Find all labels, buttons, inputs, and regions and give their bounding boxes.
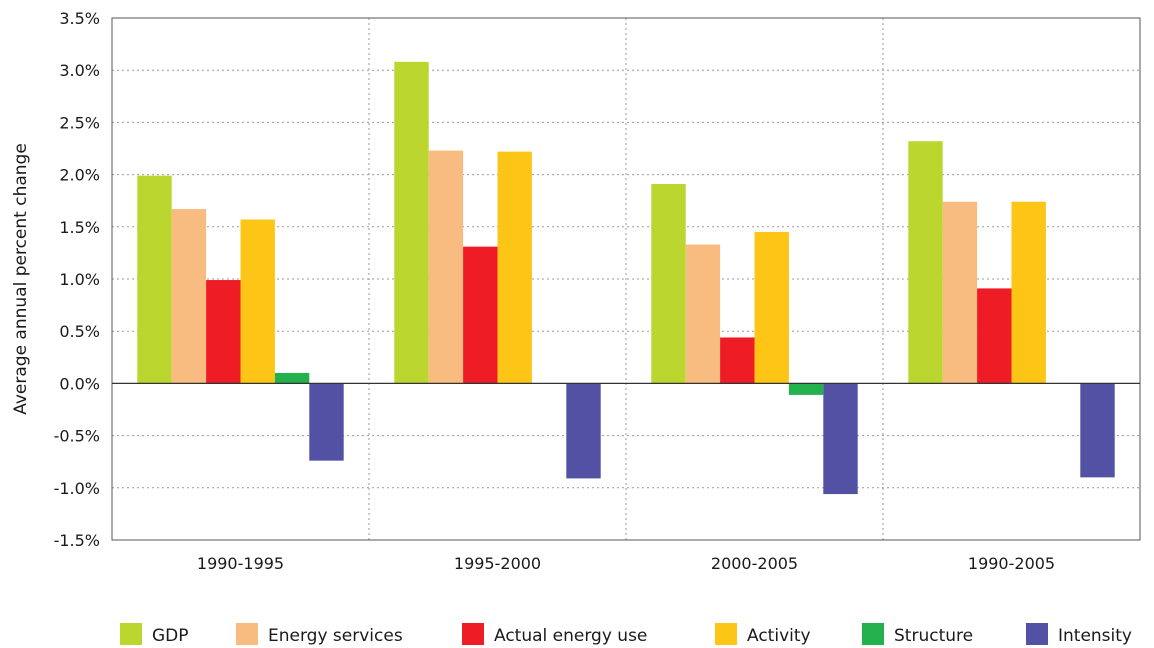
bar-energy-services <box>685 244 721 384</box>
bar-activity <box>1011 201 1046 384</box>
bar-energy-services <box>171 209 207 384</box>
legend-label: Actual energy use <box>494 626 647 646</box>
legend-item-gdp: GDP <box>120 623 189 646</box>
bar-structure <box>788 383 824 395</box>
legend-swatch <box>715 623 737 645</box>
y-tick-label: 1.0% <box>59 270 100 289</box>
legend-label: Intensity <box>1058 626 1132 646</box>
legend-item-energy-services: Energy services <box>236 623 403 646</box>
bar-intensity <box>309 383 344 461</box>
bar-activity <box>754 232 789 384</box>
bar-actual-energy-use <box>977 288 1012 384</box>
tick-labels: -1.5% -1.0% -0.5% 0.0% 0.5% 1.0% 1.5% 2.0% 2.5% 3… <box>54 9 1056 573</box>
y-tick-label: -1.0% <box>54 479 100 498</box>
y-tick-label: 0.0% <box>59 374 100 393</box>
legend-item-structure: Structure <box>862 623 973 646</box>
bar-gdp <box>908 141 943 384</box>
y-tick-label: 3.5% <box>59 9 100 28</box>
legend-item-actual-energy-use: Actual energy use <box>462 623 647 646</box>
y-tick-label: -0.5% <box>54 427 100 446</box>
legend: GDP Energy services Actual energy use Activ… <box>120 623 1132 646</box>
y-axis-title: Average annual percent change <box>11 143 31 415</box>
legend-item-activity: Activity <box>715 623 811 646</box>
legend-label: GDP <box>152 626 189 646</box>
bar-gdp <box>137 175 172 384</box>
bars <box>137 61 1115 495</box>
legend-swatch <box>462 623 484 645</box>
bar-intensity <box>823 383 858 495</box>
y-tick-label: 1.5% <box>59 218 100 237</box>
bar-intensity <box>566 383 601 479</box>
bar-actual-energy-use <box>720 337 755 384</box>
legend-label: Energy services <box>268 626 403 646</box>
legend-swatch <box>1026 623 1048 645</box>
bar-energy-services <box>942 201 978 384</box>
legend-swatch <box>236 623 258 645</box>
bar-activity <box>240 219 275 384</box>
x-tick-label: 1995-2000 <box>454 554 541 573</box>
legend-item-intensity: Intensity <box>1026 623 1132 646</box>
bar-actual-energy-use <box>206 280 241 384</box>
y-tick-label: 2.0% <box>59 166 100 185</box>
bar-gdp <box>651 183 686 384</box>
bar-structure <box>274 372 310 384</box>
y-tick-label: 2.5% <box>59 113 100 132</box>
bar-gdp <box>394 61 429 384</box>
y-tick-label: 0.5% <box>59 322 100 341</box>
y-tick-label: 3.0% <box>59 61 100 80</box>
legend-label: Activity <box>747 626 811 646</box>
bar-energy-services <box>428 150 464 384</box>
x-tick-label: 2000-2005 <box>711 554 798 573</box>
legend-label: Structure <box>894 626 973 646</box>
bar-activity <box>497 151 532 384</box>
bar-actual-energy-use <box>463 246 498 384</box>
axes <box>111 17 1141 541</box>
legend-swatch <box>120 623 142 645</box>
x-tick-label: 1990-1995 <box>197 554 284 573</box>
y-tick-label: -1.5% <box>54 531 100 550</box>
plot-frame <box>111 17 1141 541</box>
bar-intensity <box>1080 383 1115 478</box>
x-tick-label: 1990-2005 <box>968 554 1055 573</box>
legend-swatch <box>862 623 884 645</box>
